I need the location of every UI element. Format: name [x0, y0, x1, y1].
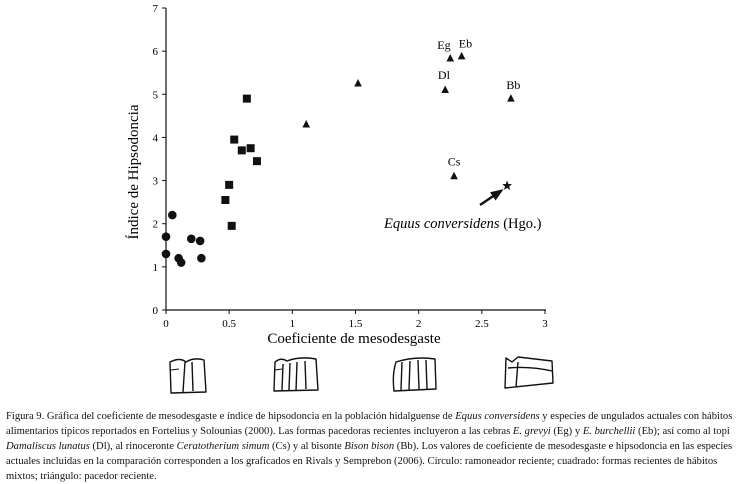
species-labels: Eg Eb Dl Bb Cs: [437, 37, 520, 169]
species-label: Eb: [459, 37, 472, 51]
browser-circle-point: [161, 249, 171, 259]
y-tick-label: 7: [153, 3, 159, 15]
data-points: [161, 51, 515, 267]
equus-conversidens-star-point: [502, 180, 512, 190]
caption-segment: (Cs) y al bisonte: [269, 441, 345, 452]
browser-circle-point: [186, 234, 196, 244]
browser-circle-point: [176, 258, 186, 267]
x-tick-label: 2.5: [475, 318, 489, 330]
mixed-feeder-square-point: [230, 135, 239, 144]
mixed-feeder-square-point: [242, 94, 251, 103]
caption-segment: (Eg) y: [550, 426, 583, 437]
figure-label: Figura 9.: [6, 411, 45, 422]
x-tick-label: 1.5: [349, 318, 363, 330]
caption-species-name: E. grevyi: [512, 426, 551, 437]
caption-species-name: Ceratotherium simum: [176, 441, 270, 452]
mixed-feeder-square-point: [227, 221, 236, 230]
y-tick-label: 4: [153, 132, 159, 144]
tooth-illustration-grazer-2: [504, 356, 554, 389]
grazer-triangle-point: [354, 79, 362, 87]
caption-segment: (Eb); así como al topi: [635, 426, 730, 437]
y-tick-label: 3: [153, 176, 159, 188]
x-axis-label: Coeficiente de mesodesgaste: [267, 331, 441, 347]
y-tick-label: 1: [153, 262, 159, 274]
x-tick-label: 1: [290, 318, 296, 330]
mixed-feeder-square-point: [246, 144, 255, 153]
tooth-illustration-grazer-1: [392, 357, 437, 392]
grazer-triangle-point: [507, 94, 515, 102]
species-label: Eg: [437, 38, 450, 52]
x-tick-label: 0: [163, 318, 169, 330]
y-tick-label: 2: [153, 219, 159, 231]
chart-figure: 0 1 2 3 4 5 6 7 0 0.5 1 1.5 2 2.5 3 Índice de Hipsodo…: [125, 3, 554, 394]
grazer-triangle-point: [450, 171, 458, 180]
y-tick-label: 6: [153, 46, 159, 58]
browser-circle-point: [195, 236, 205, 246]
grazer-triangle-point: [457, 51, 466, 60]
caption-segment: (Dl), al rinoceronte: [89, 441, 177, 452]
grazer-triangle-point: [302, 119, 311, 128]
arrow-head: [490, 189, 504, 201]
browser-circle-point: [197, 253, 206, 263]
caption-species-name: Equus conversidens: [455, 411, 540, 422]
browser-circle-point: [161, 232, 171, 241]
chart-axes: [165, 8, 546, 311]
mixed-feeder-square-point: [237, 146, 246, 155]
caption-segment: Gráfica del coeficiente de mesodesgaste …: [44, 411, 456, 422]
x-tick-label: 0.5: [222, 318, 236, 330]
annotation-text: Equus conversidens (Hgo.): [383, 216, 542, 232]
tooth-illustration-browser: [169, 358, 207, 394]
tooth-illustration-mixed: [273, 357, 319, 392]
y-axis-label: Índice de Hipsodoncia: [125, 104, 142, 239]
x-tick-label: 2: [416, 318, 422, 330]
grazer-triangle-point: [446, 53, 455, 62]
browser-circle-point: [168, 210, 177, 220]
x-tick-label: 3: [542, 318, 548, 330]
mixed-feeder-square-point: [225, 180, 234, 189]
y-ticks: 0 1 2 3 4 5 6 7: [153, 3, 166, 317]
species-label: Bb: [506, 78, 520, 92]
grazer-triangle-point: [441, 85, 449, 93]
species-label: Cs: [448, 154, 461, 168]
mixed-feeder-square-point: [252, 157, 261, 166]
caption-segment: y especies de ungulados actuales con háb…: [6, 411, 733, 437]
y-tick-label: 5: [153, 89, 159, 101]
caption-text: Gráfica del coeficiente de mesodesgaste …: [6, 411, 732, 482]
mixed-feeder-square-point: [221, 195, 230, 204]
species-label: Dl: [438, 68, 451, 82]
figure-caption: Figura 9. Gráfica del coeficiente de mes…: [6, 409, 742, 484]
annotation-locality: (Hgo.): [500, 216, 542, 232]
caption-species-name: Bison bison: [344, 441, 395, 452]
x-ticks: 0 0.5 1 1.5 2 2.5 3: [163, 310, 548, 330]
y-tick-label: 0: [153, 305, 159, 317]
caption-species-name: E. burchellii: [582, 426, 636, 437]
annotation-arrow: [479, 189, 504, 206]
caption-species-name: Damaliscus lunatus: [6, 441, 90, 452]
caption-segment: (Bb). Los valores de coeficiente de meso…: [6, 441, 733, 482]
annotation-species: Equus conversidens: [383, 216, 500, 232]
